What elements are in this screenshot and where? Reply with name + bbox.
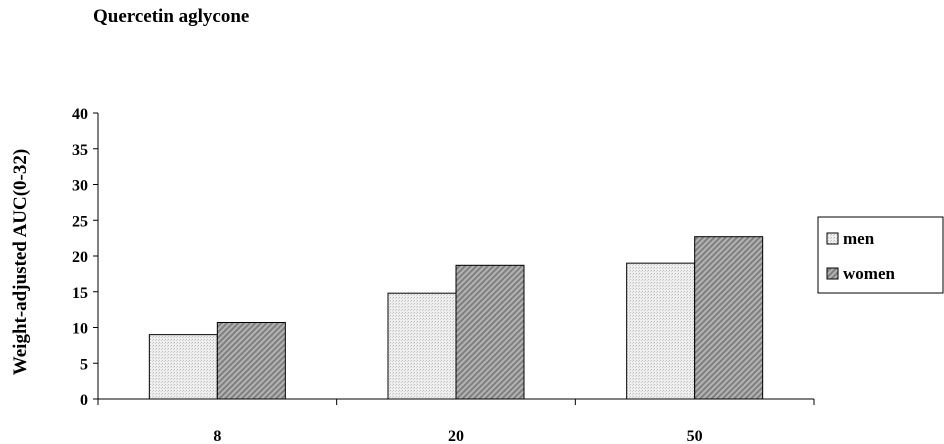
y-tick-label: 30 bbox=[72, 178, 88, 195]
bar-women-50 bbox=[694, 236, 764, 400]
chart-title: Quercetin aglycone bbox=[93, 6, 249, 27]
legend-swatch-men bbox=[826, 232, 839, 245]
y-tick-label: 40 bbox=[72, 106, 88, 123]
legend-swatch-women bbox=[826, 267, 839, 280]
y-tick-label: 0 bbox=[80, 392, 88, 409]
y-tick-label: 20 bbox=[72, 249, 88, 266]
bar-men-8 bbox=[148, 334, 218, 400]
legend: men women bbox=[817, 216, 944, 294]
bar-women-20 bbox=[455, 264, 525, 400]
y-tick-label: 25 bbox=[72, 213, 88, 230]
x-tick-label: 50 bbox=[687, 428, 703, 444]
x-axis: 8 20 50 bbox=[97, 398, 815, 444]
bar-men-20 bbox=[387, 292, 457, 400]
y-tick-label: 15 bbox=[72, 285, 88, 302]
y-tick-label: 5 bbox=[80, 356, 88, 373]
bars bbox=[148, 236, 764, 400]
y-axis-label: Weight-adjusted AUC(0-32) bbox=[10, 149, 31, 375]
legend-box bbox=[817, 216, 944, 294]
y-axis: 0 5 10 15 20 25 30 35 40 bbox=[72, 106, 99, 409]
bar-women-8 bbox=[216, 321, 286, 400]
legend-label-women: women bbox=[843, 264, 895, 283]
x-tick-label: 20 bbox=[448, 428, 464, 444]
y-tick-label: 35 bbox=[72, 142, 88, 159]
bar-men-50 bbox=[626, 262, 696, 400]
legend-label-men: men bbox=[843, 229, 875, 248]
y-tick-label: 10 bbox=[72, 321, 88, 338]
x-tick-label: 8 bbox=[213, 428, 221, 444]
